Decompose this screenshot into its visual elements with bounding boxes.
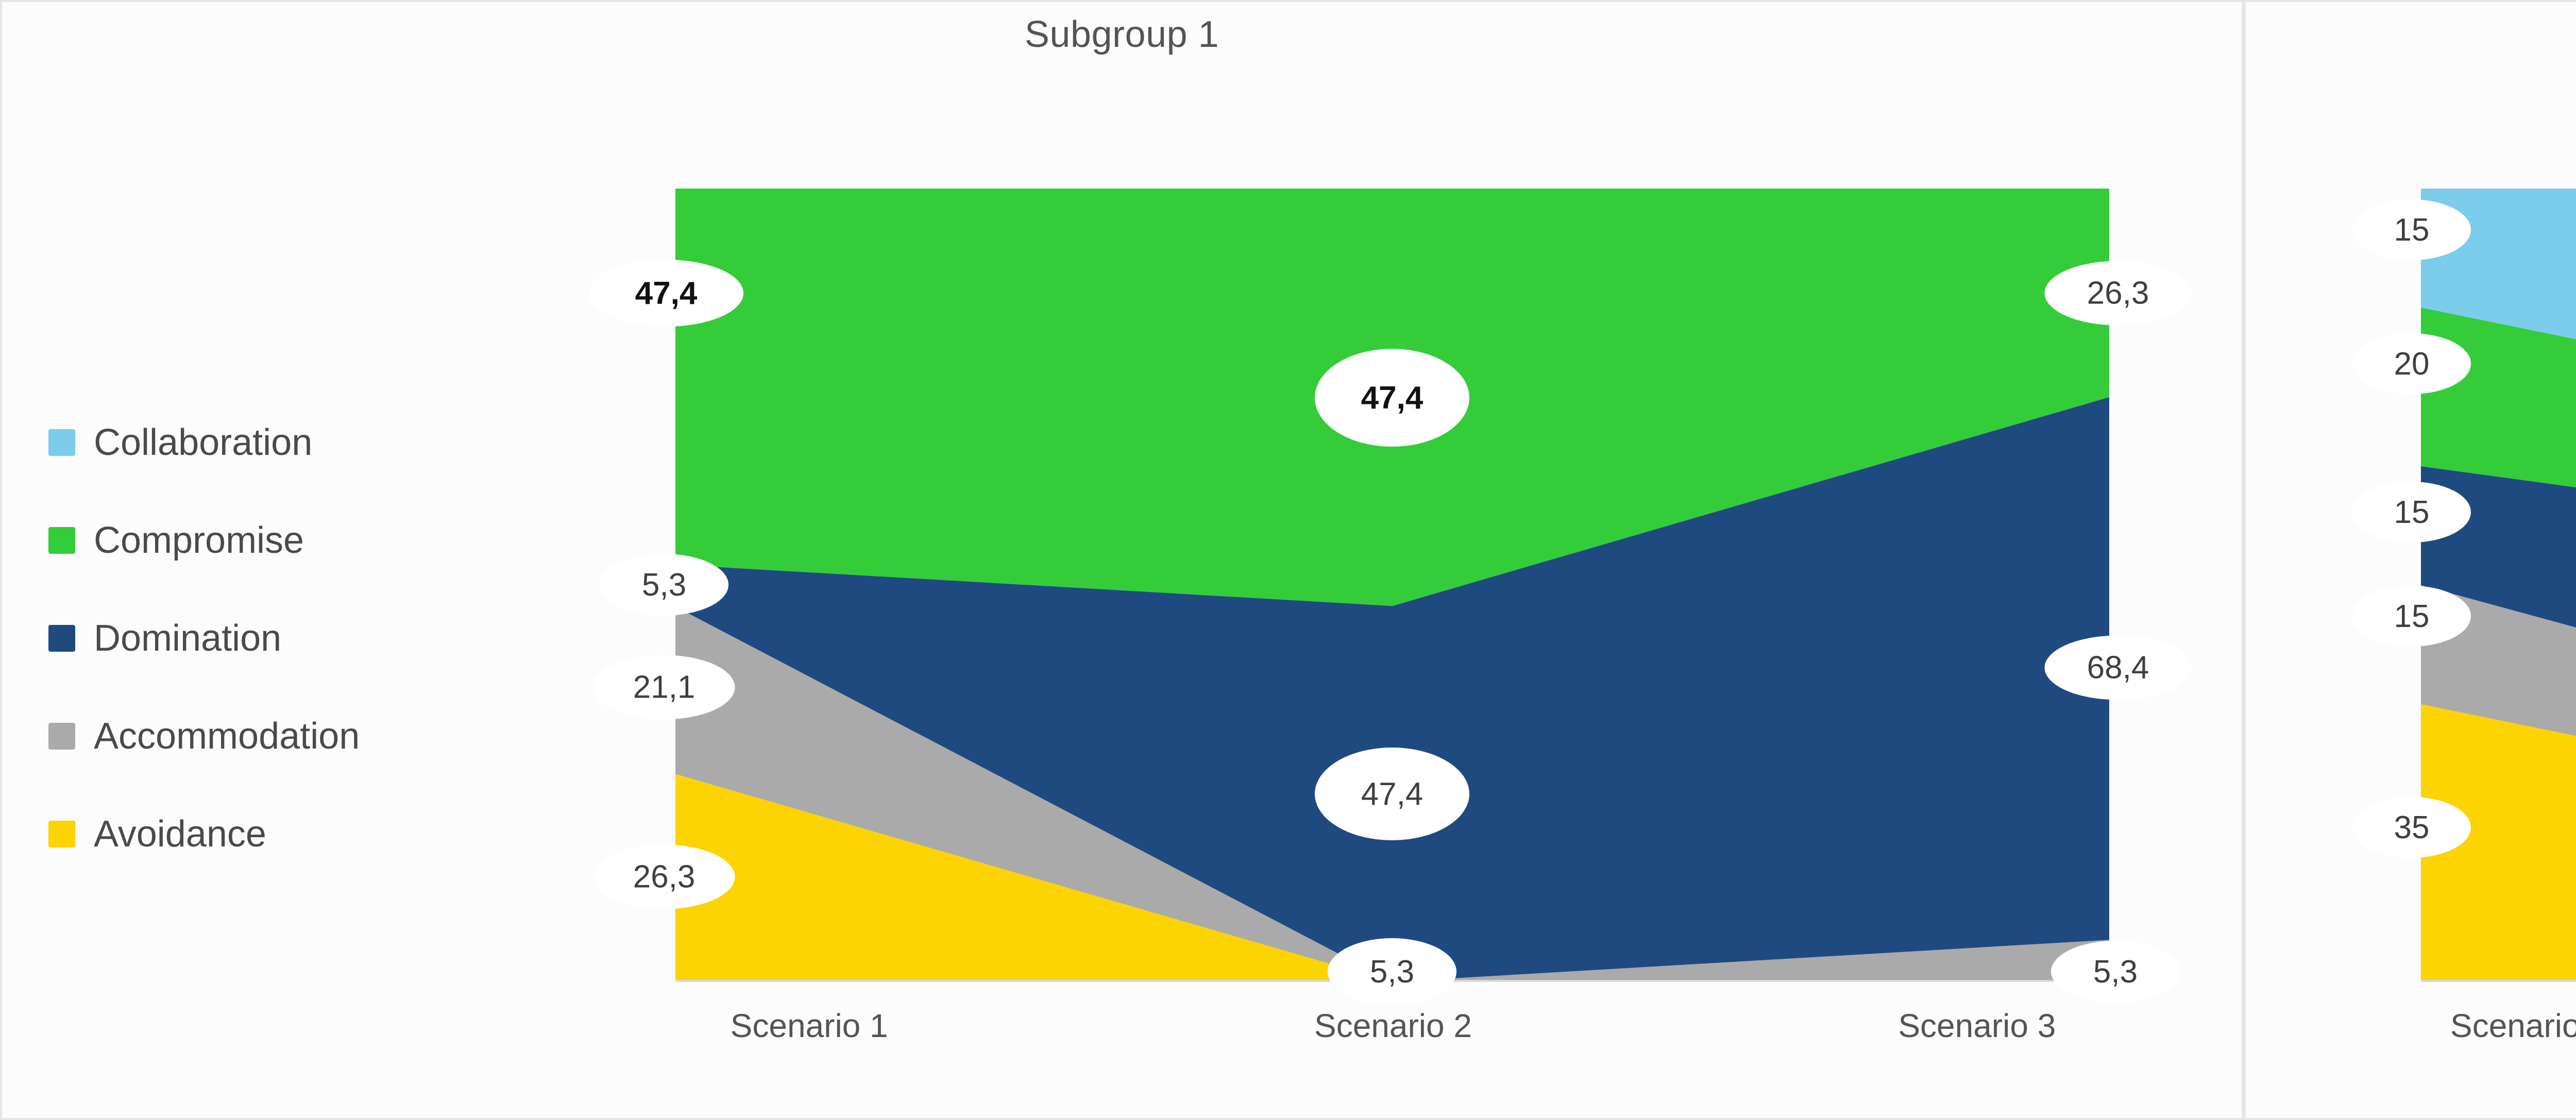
x-tick-scenario-1: Scenario 1 — [2450, 1007, 2576, 1044]
data-label-s2-compromise: 47,4 — [1315, 349, 1469, 447]
legend-swatch-compromise-icon — [48, 527, 75, 554]
data-label-s3-compromise: 26,3 — [2044, 261, 2192, 326]
panel-subgroup-2: Subgroup 2 15 20 — [2244, 0, 2576, 1120]
legend-label-accommodation: Accommodation — [94, 716, 360, 757]
area-accommodation — [675, 606, 2109, 982]
area-avoidance — [2421, 704, 2576, 982]
legend-label-collaboration: Collaboration — [94, 422, 313, 463]
panel-subgroup-1: Subgroup 1 Collaboration Compromise Domi… — [0, 0, 2244, 1120]
data-label-s3-domination: 68,4 — [2044, 635, 2192, 700]
x-tick-scenario-2: Scenario 2 — [1314, 1007, 1472, 1044]
legend-swatch-domination-icon — [48, 625, 75, 652]
data-label-s2-domination: 47,4 — [1315, 748, 1469, 840]
legend-label-avoidance: Avoidance — [94, 813, 266, 855]
data-label-s1-accommodation: 21,1 — [593, 655, 735, 720]
data-label-s1-avoidance: 26,3 — [593, 844, 735, 909]
stacked-area-svg-2 — [2421, 189, 2576, 982]
plot-area-subgroup-2: 15 20 15 15 35 30 15,0 25 10 20,0 25 20,… — [2352, 189, 2576, 982]
stacked-area-svg-1 — [675, 189, 2109, 982]
legend: Collaboration Compromise Domination Acco… — [48, 394, 360, 883]
axis-line-x — [2421, 980, 2576, 982]
legend-swatch-collaboration-icon — [48, 429, 75, 456]
legend-label-domination: Domination — [94, 618, 282, 659]
legend-item-avoidance[interactable]: Avoidance — [48, 785, 360, 883]
area-domination — [675, 397, 2109, 982]
data-label-r-s1-accommodation: 15 — [2352, 586, 2471, 647]
data-label-r-s1-compromise: 20 — [2352, 333, 2471, 394]
legend-item-accommodation[interactable]: Accommodation — [48, 687, 360, 785]
x-axis-labels-subgroup-2: Scenario 1 Scenario 2 Scenario 3 — [2292, 1007, 2576, 1045]
x-tick-scenario-3: Scenario 3 — [1898, 1007, 2056, 1044]
data-label-r-s1-domination: 15 — [2352, 482, 2471, 542]
data-label-s1-compromise: 47,4 — [589, 260, 743, 327]
data-label-s1-domination: 5,3 — [600, 554, 728, 616]
chart-title-subgroup-1: Subgroup 1 — [1024, 14, 1219, 55]
legend-swatch-avoidance-icon — [48, 821, 75, 847]
x-axis-labels-subgroup-1: Scenario 1 Scenario 2 Scenario 3 — [517, 1007, 2269, 1045]
data-label-r-s1-collaboration: 15 — [2352, 199, 2471, 260]
legend-item-collaboration[interactable]: Collaboration — [48, 394, 360, 491]
legend-item-compromise[interactable]: Compromise — [48, 491, 360, 589]
legend-label-compromise: Compromise — [94, 520, 304, 561]
legend-swatch-accommodation-icon — [48, 723, 75, 750]
data-label-r-s1-avoidance: 35 — [2352, 797, 2471, 858]
data-label-s3-accommodation: 5,3 — [2051, 941, 2180, 1003]
data-label-s2-accommodation: 5,3 — [1328, 938, 1456, 1005]
x-tick-scenario-1: Scenario 1 — [730, 1007, 888, 1044]
plot-area-subgroup-1: 47,4 5,3 21,1 26,3 47,4 47,4 5,3 26,3 68… — [589, 189, 2192, 1005]
legend-item-domination[interactable]: Domination — [48, 589, 360, 687]
chart-title-subgroup-2: Subgroup 2 — [2246, 21, 2576, 63]
area-avoidance — [675, 774, 2109, 982]
